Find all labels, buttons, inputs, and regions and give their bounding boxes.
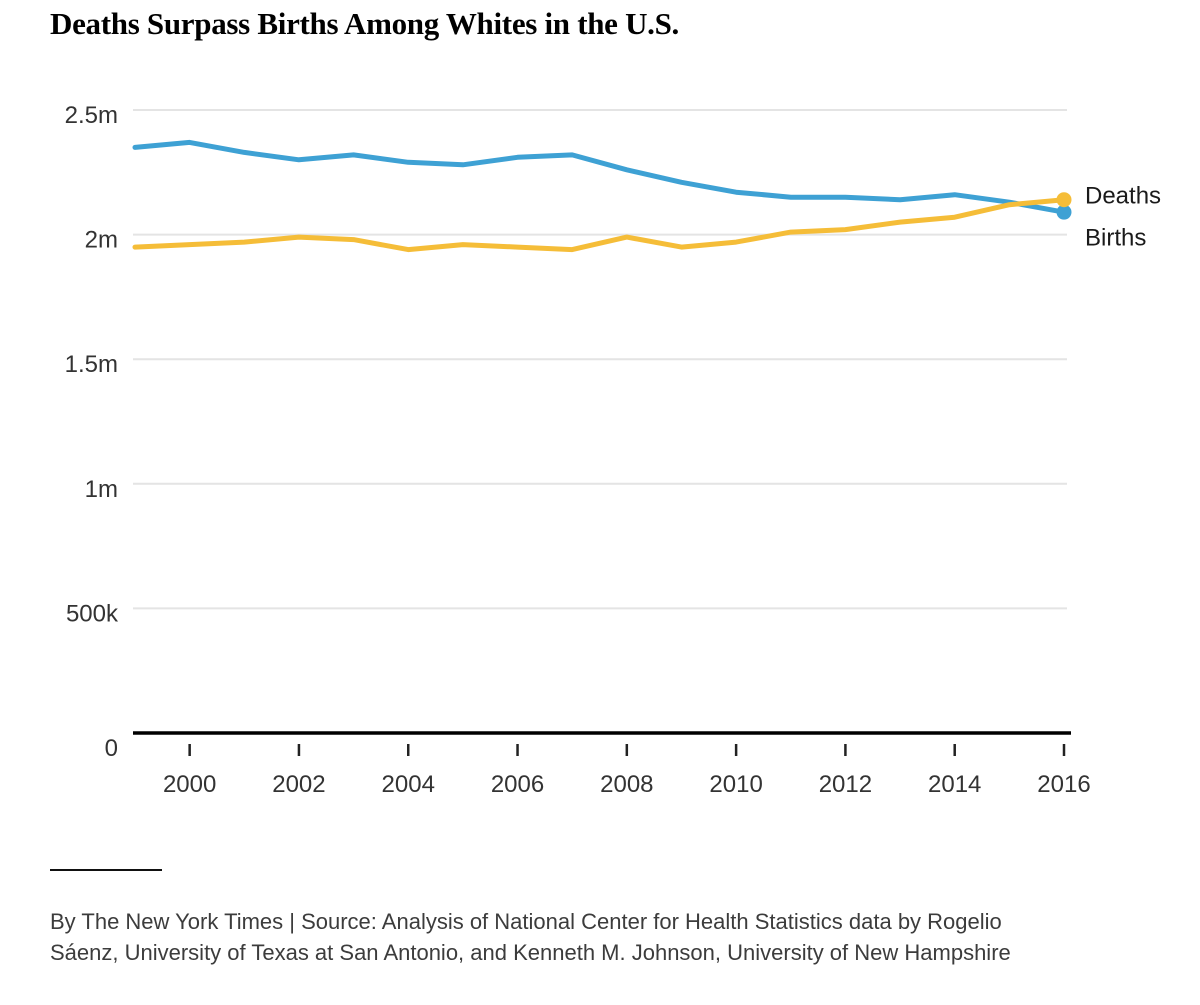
x-tick-label-2004: 2004 bbox=[382, 771, 435, 798]
byline-line-2: Sáenz, University of Texas at San Antoni… bbox=[50, 940, 1011, 965]
x-tick-label-2012: 2012 bbox=[819, 771, 872, 798]
x-tick-label-2014: 2014 bbox=[928, 771, 981, 798]
births-deaths-line-chart: 0 500k 1m 1.5m 2m 2.5m 2000 2002 2004 2006 2008 201… bbox=[65, 102, 1161, 798]
y-tick-label-2.5m: 2.5m bbox=[65, 102, 118, 129]
x-tick-label-2000: 2000 bbox=[163, 771, 216, 798]
x-tick-label-2002: 2002 bbox=[272, 771, 325, 798]
y-tick-label-1.5m: 1.5m bbox=[65, 351, 118, 378]
chart-title: Deaths Surpass Births Among Whites in th… bbox=[50, 6, 679, 41]
y-tick-label-0: 0 bbox=[105, 735, 118, 762]
byline-source: By The New York Times | Source: Analysis… bbox=[50, 906, 1170, 968]
y-tick-label-1m: 1m bbox=[85, 476, 118, 503]
births-end-dot bbox=[1056, 204, 1072, 220]
births-line bbox=[132, 139, 1067, 215]
y-tick-label-500k: 500k bbox=[66, 600, 119, 627]
x-tick-label-2016: 2016 bbox=[1037, 771, 1090, 798]
x-tick-label-2010: 2010 bbox=[709, 771, 762, 798]
legend-label-deaths: Deaths bbox=[1085, 183, 1161, 210]
deaths-line bbox=[132, 197, 1067, 253]
footer-divider bbox=[50, 869, 162, 871]
x-tick-label-2008: 2008 bbox=[600, 771, 653, 798]
deaths-end-dot bbox=[1056, 192, 1072, 208]
y-tick-label-2m: 2m bbox=[85, 227, 118, 254]
legend-label-births: Births bbox=[1085, 225, 1146, 252]
byline-line-1: By The New York Times | Source: Analysis… bbox=[50, 909, 1002, 934]
x-tick-label-2006: 2006 bbox=[491, 771, 544, 798]
